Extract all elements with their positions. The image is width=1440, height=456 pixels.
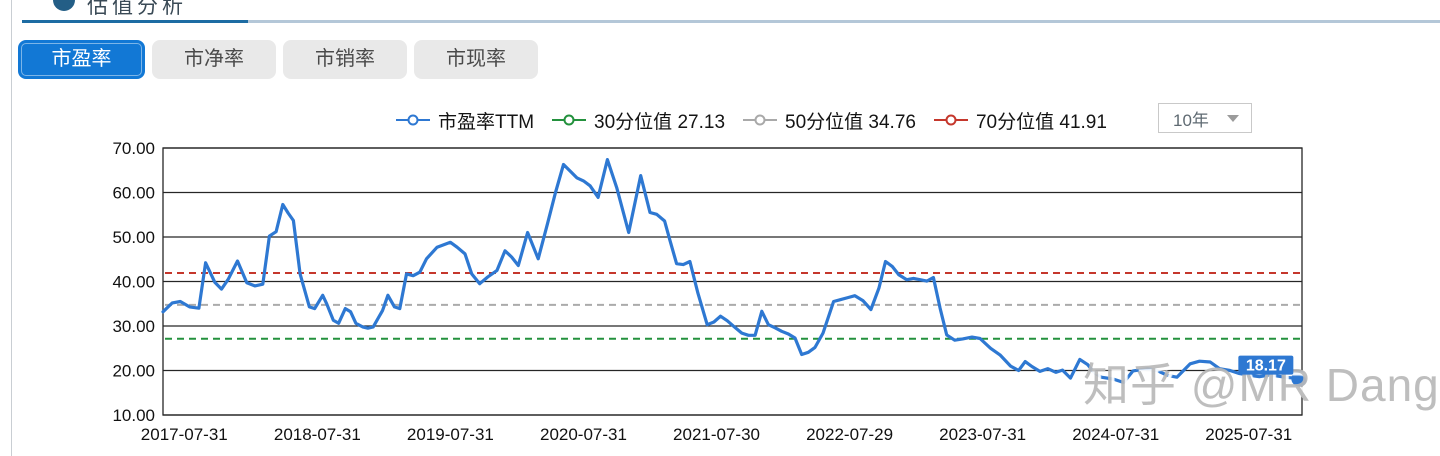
caret-down-icon [1227,114,1239,122]
line-circle-marker-icon [552,112,587,128]
legend-label: 30分位值 27.13 [594,111,726,133]
y-tick-label: 60.00 [112,184,155,203]
legend-label: 市盈率TTM [438,111,535,133]
valuation-metric-tabs: 市盈率 市净率 市销率 市现率 [18,40,538,79]
tab-pe-ratio[interactable]: 市盈率 [18,40,145,79]
x-tick-label: 2017-07-31 [141,425,228,444]
x-tick-label: 2021-07-30 [673,425,760,444]
y-tick-label: 70.00 [112,139,155,158]
y-tick-label: 10.00 [112,406,155,425]
period-select[interactable]: 10年 [1158,103,1252,133]
x-tick-label: 2019-07-31 [407,425,494,444]
pe-ttm-line [161,158,1301,385]
legend-item-p30[interactable]: 30分位值 27.13 [552,107,725,134]
section-title: 估值分析 [87,0,187,18]
x-tick-label: 2020-07-31 [540,425,627,444]
watermark: 知乎 @MR Dang [1083,359,1440,411]
x-tick-label: 2022-07-29 [806,425,893,444]
plot-border [162,147,1303,416]
legend-label: 70分位值 41.91 [975,111,1107,133]
y-tick-label: 30.00 [112,317,155,336]
legend-item-pe-ttm[interactable]: 市盈率TTM [396,107,534,134]
tab-pcf-ratio[interactable]: 市现率 [414,40,538,79]
line-circle-marker-icon [743,112,778,128]
y-tick-label: 50.00 [112,228,155,247]
tab-ps-ratio[interactable]: 市销率 [283,40,407,79]
last-value-marker [1291,370,1308,387]
x-tick-label: 2018-07-31 [274,425,361,444]
header-divider [22,20,1440,23]
period-select-value: 10年 [1173,110,1209,130]
line-circle-marker-icon [933,112,968,128]
legend-item-p70[interactable]: 70分位值 41.91 [933,107,1107,134]
x-tick-label: 2023-07-31 [939,425,1026,444]
y-tick-label: 40.00 [112,273,155,292]
line-circle-marker-icon [396,112,430,128]
y-tick-label: 20.00 [112,362,155,381]
section-bullet-icon [53,0,75,11]
legend-label: 50分位值 34.76 [785,111,916,133]
chart-legend: 市盈率TTM 30分位值 27.13 50分位值 34.76 70分位值 41.… [396,106,1107,134]
x-tick-label: 2024-07-31 [1072,425,1159,444]
panel-left-border [11,0,12,456]
x-tick-label: 2025-07-31 [1205,425,1292,444]
legend-item-p50[interactable]: 50分位值 34.76 [743,107,916,134]
header-divider-accent [22,20,248,23]
tab-pb-ratio[interactable]: 市净率 [152,40,276,79]
